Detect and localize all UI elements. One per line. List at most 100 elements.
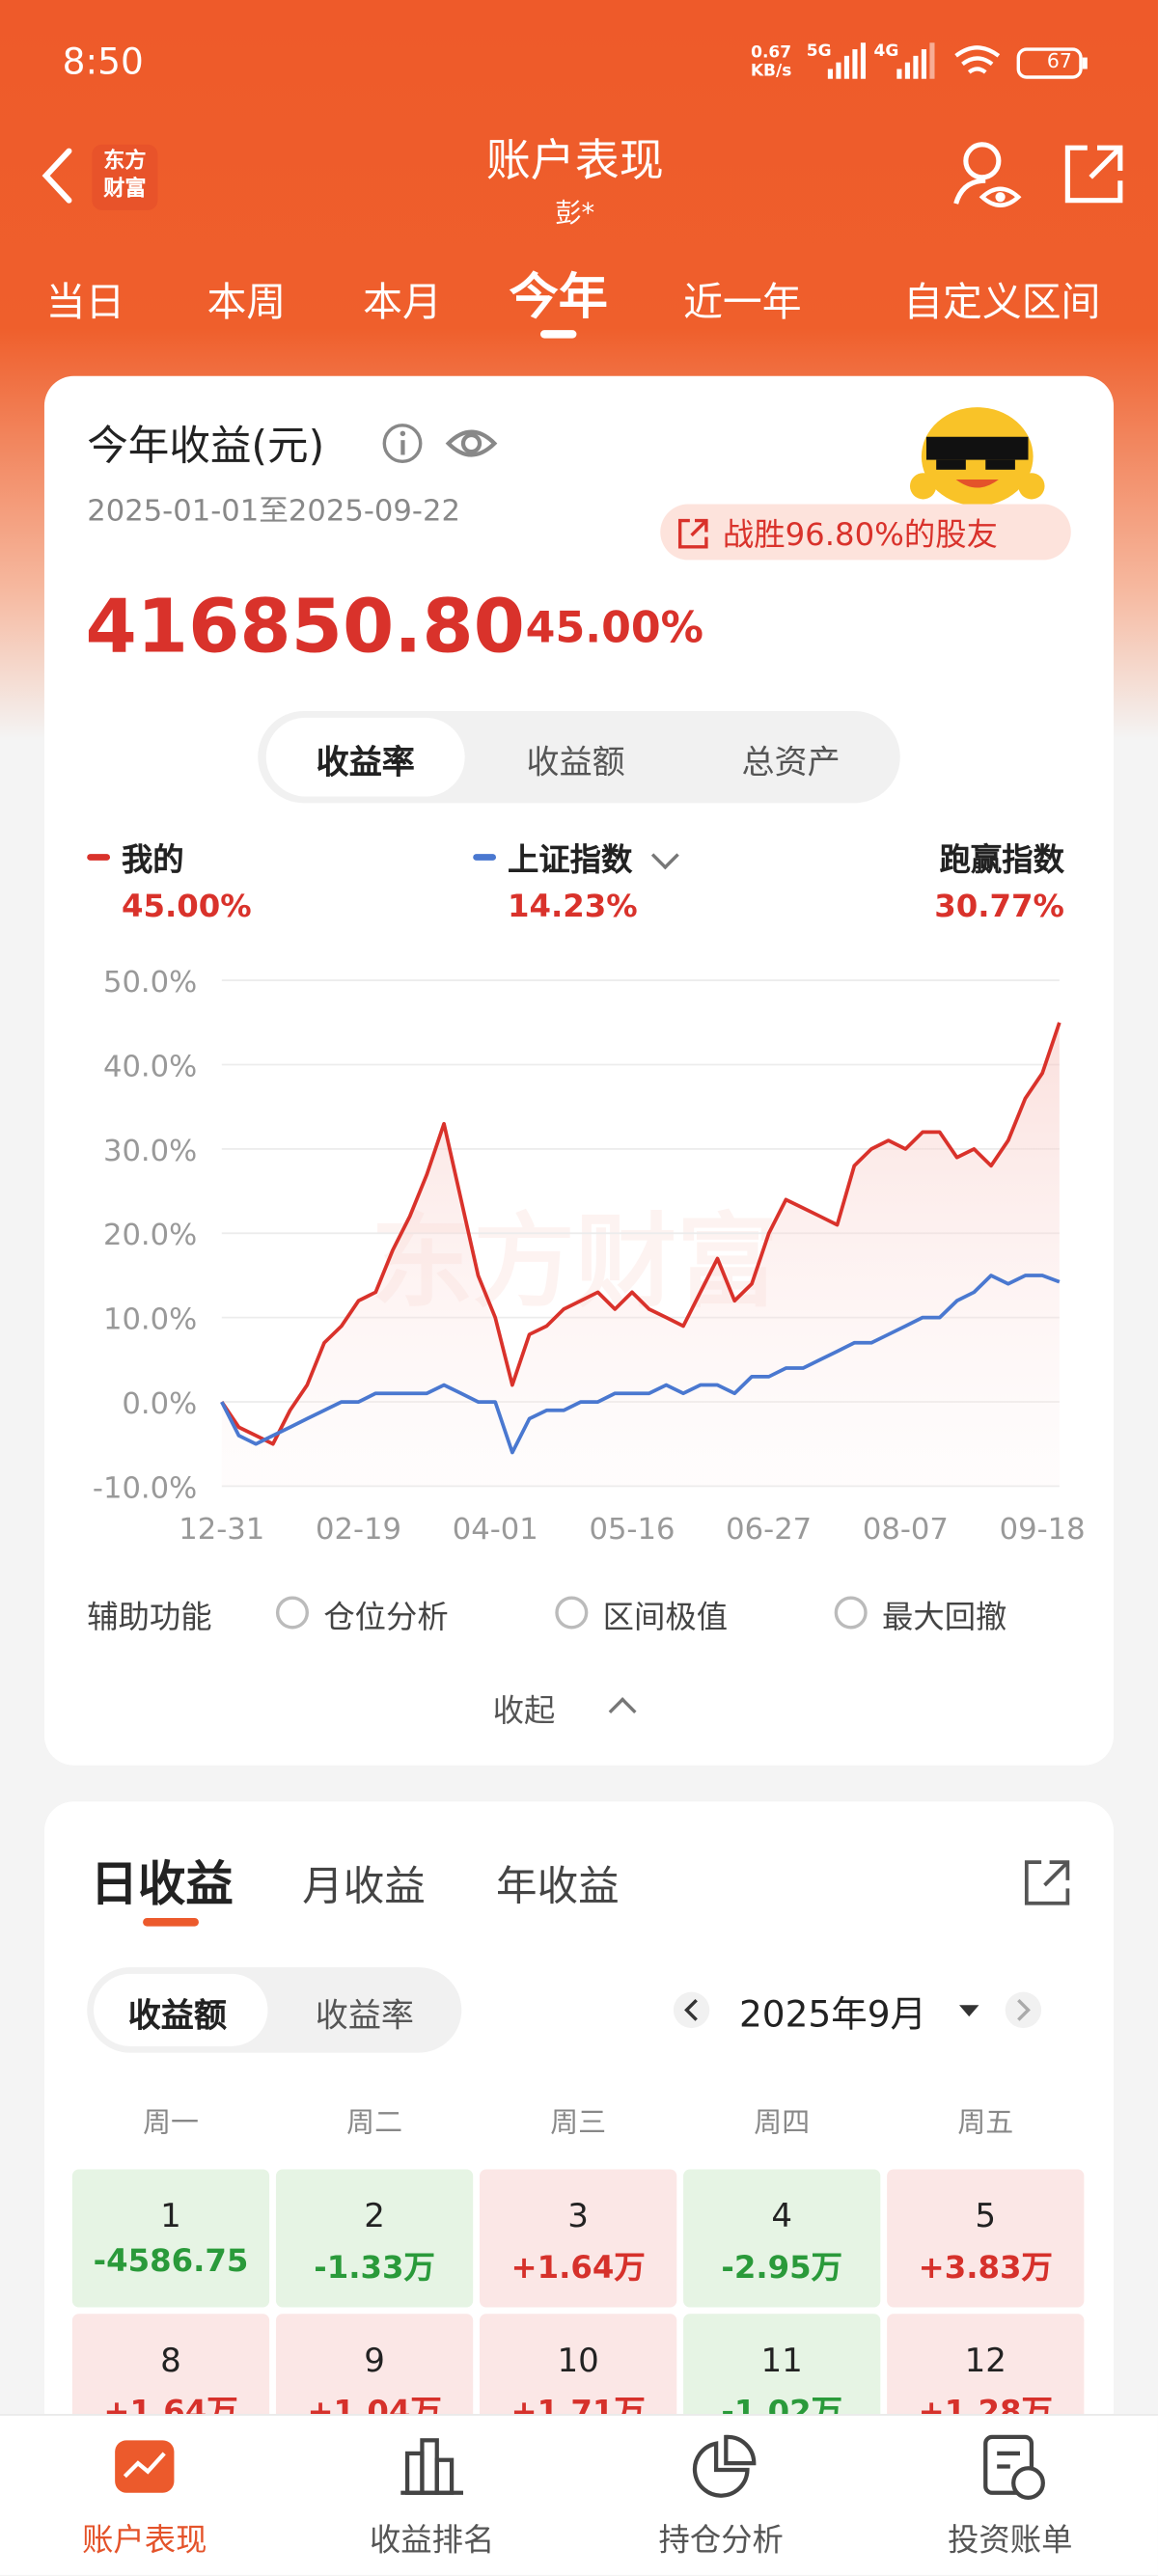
calendar-day[interactable] (683, 2169, 881, 2308)
toggle-option[interactable]: 收益额 (127, 1995, 227, 2035)
nav-item[interactable]: 账户表现 (82, 2522, 207, 2559)
weekday: 周三 (550, 2106, 607, 2140)
excess-label: 跑赢指数 (939, 842, 1064, 879)
period-tab[interactable]: 自定义区间 (903, 279, 1101, 326)
y-tick-label: 20.0% (103, 1219, 197, 1252)
tool-option[interactable]: 仓位分析 (323, 1599, 449, 1636)
status-icons (827, 42, 1088, 79)
day-number: 1 (160, 2195, 181, 2235)
day-profit: -2.95万 (721, 2249, 842, 2287)
month-label[interactable]: 2025年9月 (738, 1995, 926, 2037)
period-tab[interactable]: 今年 (509, 269, 608, 327)
collapse-button[interactable]: 收起 (492, 1692, 556, 1730)
share-button[interactable] (1062, 141, 1127, 206)
day-number: 11 (760, 2340, 803, 2380)
weekday: 周一 (143, 2106, 199, 2140)
daily-tab[interactable]: 日收益 (90, 1855, 234, 1912)
profit-rate: 45.00% (525, 604, 704, 654)
badge-icon (677, 518, 708, 549)
nav-icons (115, 2434, 1045, 2501)
date-range: 2025-01-01至2025-09-22 (87, 494, 460, 530)
privacy-button[interactable] (950, 138, 1032, 213)
x-tick-label: 08-07 (863, 1513, 949, 1547)
radio[interactable] (834, 1596, 868, 1630)
month-nav[interactable] (670, 1987, 1047, 2034)
weekday: 周二 (346, 2106, 403, 2140)
bottom-nav (0, 2414, 1158, 2575)
x-tick-label: 09-18 (1000, 1513, 1086, 1547)
nav-item[interactable]: 投资账单 (948, 2522, 1073, 2559)
daily-tab[interactable]: 年收益 (496, 1862, 620, 1910)
day-number: 8 (160, 2340, 181, 2380)
day-number: 2 (364, 2195, 385, 2235)
day-number: 9 (364, 2340, 385, 2380)
excess-value: 30.77% (934, 888, 1064, 925)
rank-text: 战胜96.80%的股友 (722, 517, 998, 554)
period-tab[interactable]: 当日 (45, 279, 125, 326)
info-icons[interactable] (377, 417, 509, 469)
toggle-option[interactable]: 收益率 (315, 1995, 414, 2035)
legend-value: 14.23% (507, 888, 638, 925)
nav-item[interactable]: 持仓分析 (658, 2522, 784, 2559)
x-tick-label: 06-27 (726, 1513, 812, 1547)
day-number: 5 (975, 2195, 997, 2235)
back-button[interactable] (33, 145, 82, 207)
calendar-day[interactable] (480, 2169, 677, 2308)
period-tab[interactable]: 本周 (207, 279, 287, 326)
clock: 8:50 (62, 42, 144, 84)
day-profit: -1.33万 (314, 2249, 435, 2287)
radio[interactable] (555, 1596, 589, 1630)
network-label: 4G (873, 42, 899, 61)
day-number: 12 (964, 2340, 1006, 2380)
account-name: 彭* (555, 197, 595, 229)
y-tick-label: 40.0% (103, 1050, 197, 1083)
page-title: 账户表现 (485, 136, 664, 188)
x-tick-label: 12-31 (179, 1513, 264, 1547)
daily-tab[interactable]: 月收益 (302, 1862, 426, 1910)
rank-badge[interactable] (660, 504, 1071, 561)
nav-item[interactable]: 收益排名 (369, 2522, 495, 2559)
calendar-day[interactable] (887, 2169, 1085, 2308)
net-speed-value: 0.67 (751, 43, 792, 63)
legend-label: 我的 (121, 842, 184, 879)
calendar-day[interactable] (275, 2169, 474, 2308)
profit-amount: 416850.80 (85, 583, 525, 671)
switch-option[interactable]: 收益率 (316, 742, 415, 782)
line-chart: 东方财富50.0%40.0%30.0%20.0%10.0%0.0%-10.0%1… (93, 966, 1086, 1547)
daily-share[interactable] (1022, 1855, 1074, 1907)
battery-level: 67 (1046, 49, 1072, 72)
net-speed: 0.67 KB/s (751, 44, 792, 80)
x-tick-label: 04-01 (453, 1513, 538, 1547)
network-label: 5G (806, 42, 832, 61)
radio[interactable] (275, 1596, 309, 1630)
y-tick-label: 50.0% (103, 966, 197, 1000)
legend-value: 45.00% (121, 888, 252, 925)
period-tab[interactable]: 近一年 (683, 279, 802, 326)
summary-card (43, 375, 1115, 1766)
area-fill (221, 1022, 1060, 1487)
switch-option[interactable]: 总资产 (741, 742, 841, 782)
series-line (220, 1274, 1061, 1455)
x-tick-label: 02-19 (316, 1513, 401, 1547)
tool-option[interactable]: 区间极值 (602, 1599, 729, 1636)
daily-tab-indicator (143, 1918, 199, 1927)
brand-logo: 东方 财富 (92, 144, 158, 210)
mascot (909, 407, 1045, 507)
calendar-day[interactable] (71, 2169, 270, 2308)
legend-swatch (87, 854, 111, 861)
logo-text: 东方 (103, 149, 147, 175)
net-speed-unit: KB/s (750, 62, 792, 81)
weekday: 周五 (957, 2106, 1014, 2140)
y-tick-label: 0.0% (122, 1387, 197, 1421)
day-profit: +1.64万 (510, 2249, 646, 2287)
tool-option[interactable]: 最大回撤 (882, 1599, 1007, 1636)
legend-label: 上证指数 (507, 842, 633, 879)
period-tab[interactable]: 本月 (363, 279, 442, 326)
day-number: 10 (557, 2340, 599, 2380)
toggle-selected (94, 1973, 268, 2046)
tools-label: 辅助功能 (87, 1599, 212, 1636)
switch-option[interactable]: 收益额 (526, 742, 625, 782)
weekday: 周四 (754, 2106, 811, 2140)
legend-swatch (473, 854, 497, 861)
